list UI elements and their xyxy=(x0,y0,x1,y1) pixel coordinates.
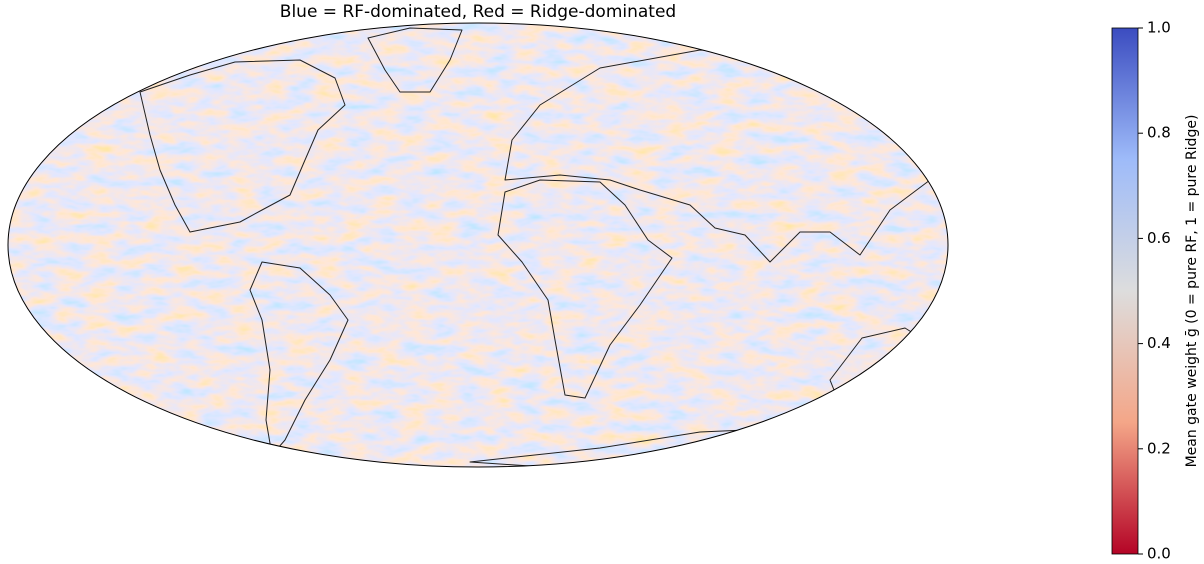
colorbar-tick-label: 0.8 xyxy=(1147,124,1171,142)
map-field xyxy=(8,23,948,467)
map-frame xyxy=(7,22,949,468)
colorbar-label: Mean gate weight ḡ (0 = pure RF, 1 = pur… xyxy=(1184,115,1200,468)
chart-title: Blue = RF-dominated, Red = Ridge-dominat… xyxy=(280,2,676,22)
colorbar-tick-label: 0.4 xyxy=(1147,334,1171,352)
colorbar-tick-label: 0.2 xyxy=(1147,439,1171,457)
colorbar xyxy=(1111,27,1139,555)
colorbar-tick-label: 0.0 xyxy=(1147,545,1171,563)
colorbar-tick-label: 1.0 xyxy=(1147,19,1171,37)
colorbar-tick-label: 0.6 xyxy=(1147,229,1171,247)
